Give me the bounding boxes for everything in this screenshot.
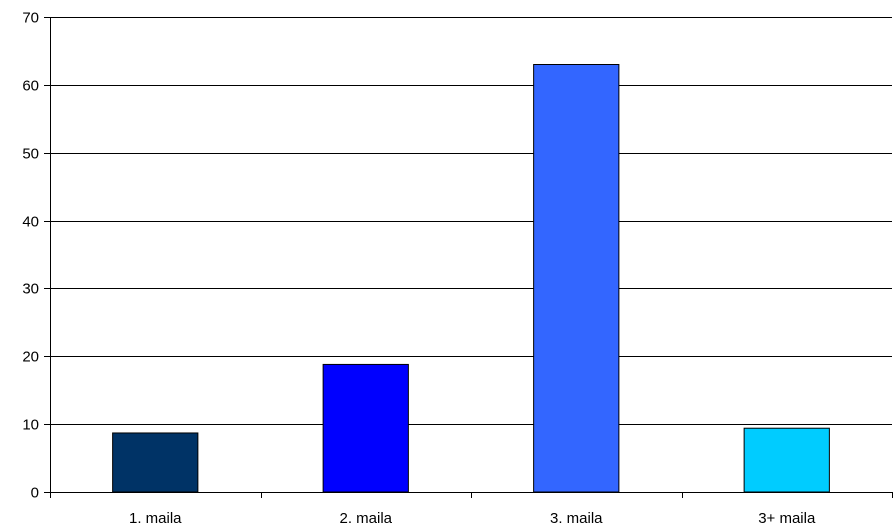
bar-4 (743, 427, 830, 493)
y-tick-label: 30 (22, 281, 39, 298)
category-label: 3. maila (550, 510, 603, 527)
category-label: 2. maila (339, 510, 392, 527)
bar-3 (533, 64, 620, 493)
bar-2 (322, 363, 409, 493)
y-tick-label: 70 (22, 10, 39, 27)
gridlines (50, 17, 892, 425)
y-tick-label: 0 (31, 485, 39, 502)
y-tick-label: 10 (22, 417, 39, 434)
y-tick-label: 40 (22, 214, 39, 231)
y-tick-label: 60 (22, 78, 39, 95)
y-tick-label: 50 (22, 146, 39, 163)
y-tick-label: 20 (22, 349, 39, 366)
category-labels: 1. maila 2. maila 3. maila 3+ maila (129, 510, 816, 527)
bar-1 (112, 432, 199, 493)
category-label: 1. maila (129, 510, 182, 527)
y-axis-ticks: 0 10 20 30 40 50 60 70 (22, 10, 50, 502)
category-label: 3+ maila (758, 510, 816, 527)
bars (112, 64, 830, 493)
